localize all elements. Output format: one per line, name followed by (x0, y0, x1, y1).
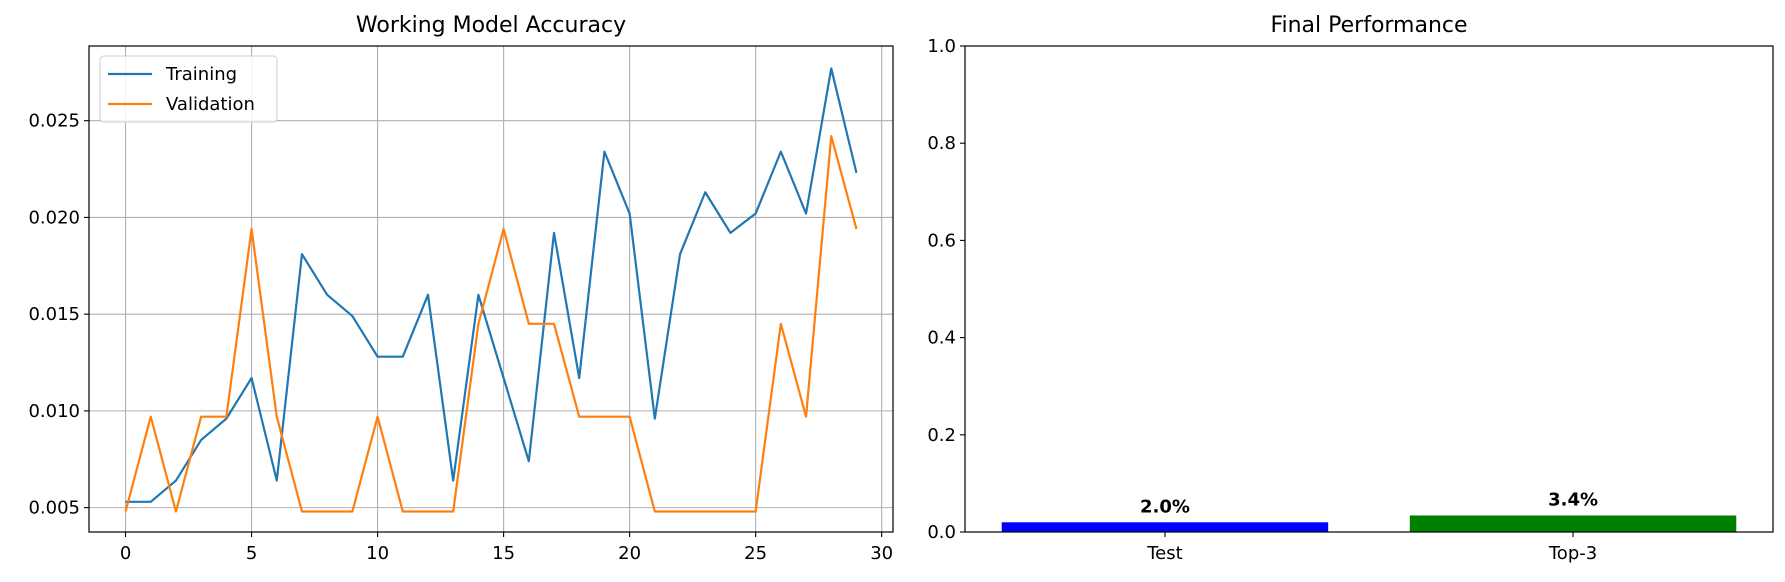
y-tick-label: 1.0 (927, 36, 956, 57)
y-tick-label: 0.005 (28, 498, 80, 519)
chart-title: Working Model Accuracy (356, 13, 626, 38)
plot-frame (88, 45, 894, 533)
y-tick-label: 0.6 (927, 230, 956, 251)
x-tick-label: 30 (870, 543, 893, 564)
chart-title: Final Performance (1270, 13, 1467, 38)
y-tick-label: 0.025 (28, 111, 80, 132)
bar-value-label: 3.4% (1548, 489, 1598, 510)
legend: Training Validation (99, 55, 278, 123)
legend-label: Training (165, 64, 237, 85)
bar-top-3 (1409, 515, 1737, 532)
y-tick-label: 0.015 (28, 304, 80, 325)
x-tick-label: 15 (492, 543, 515, 564)
y-tick-label: 0.010 (28, 401, 80, 422)
bar-value-label: 2.0% (1140, 496, 1190, 517)
series-line-validation (124, 135, 858, 513)
bar-chart: 2.0% Test 3.4% Top-3 0.0 0.2 0.4 0.6 0.8 1.0 Final… (927, 13, 1774, 564)
plot-frame (964, 45, 1774, 533)
y-tick-label: 0.8 (927, 133, 956, 154)
x-tick-label: 20 (618, 543, 641, 564)
x-tick-label: 10 (366, 543, 389, 564)
bar-test (1001, 522, 1329, 532)
y-tick-label: 0.4 (927, 328, 956, 349)
x-tick-label: 25 (744, 543, 767, 564)
series-line-training (125, 67, 858, 503)
x-tick-label: Test (1146, 543, 1182, 564)
line-chart: 0 5 10 15 20 25 30 0.005 0.010 0.015 0.020 0.025 Wor… (28, 13, 894, 564)
y-tick-label: 0.020 (28, 207, 80, 228)
y-tick-label: 0.0 (927, 522, 956, 543)
x-tick-label: 5 (246, 543, 257, 564)
x-tick-label: 0 (120, 543, 131, 564)
x-tick-label: Top-3 (1548, 543, 1597, 564)
legend-label: Validation (166, 94, 255, 115)
y-tick-label: 0.2 (927, 425, 956, 446)
legend-box (99, 55, 278, 123)
